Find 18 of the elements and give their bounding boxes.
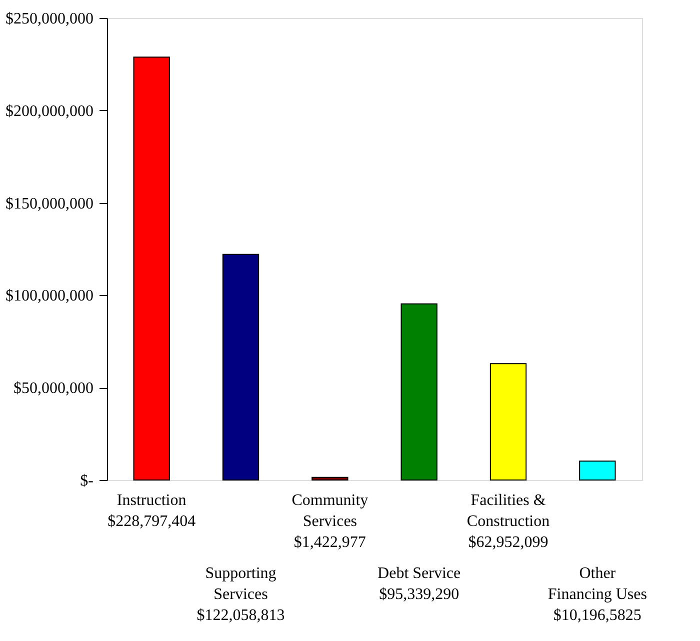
y-tick-label: $50,000,000 <box>14 380 94 398</box>
x-tick-label: Facilities & Construction $62,952,099 <box>466 492 550 551</box>
bar <box>312 476 348 480</box>
y-tick-label: $200,000,000 <box>6 102 94 120</box>
x-tick-label: Community Services $1,422,977 <box>292 492 368 551</box>
x-tick-label: Other Financing Uses $10,196,5825 <box>548 565 647 624</box>
y-tick-label: $- <box>80 472 94 490</box>
bar <box>579 460 616 480</box>
x-tick-label: Instruction $228,797,404 <box>108 492 196 530</box>
bar <box>133 56 170 480</box>
x-tick-label: Supporting Services $122,058,813 <box>196 565 285 624</box>
y-tick-label: $250,000,000 <box>6 10 94 28</box>
bar <box>400 303 438 480</box>
y-tick-label: $150,000,000 <box>6 195 94 212</box>
bar <box>222 254 260 480</box>
y-tick-label: $100,000,000 <box>6 288 94 305</box>
x-tick-label: Debt Service $95,339,290 <box>378 565 461 603</box>
bar <box>490 363 527 480</box>
